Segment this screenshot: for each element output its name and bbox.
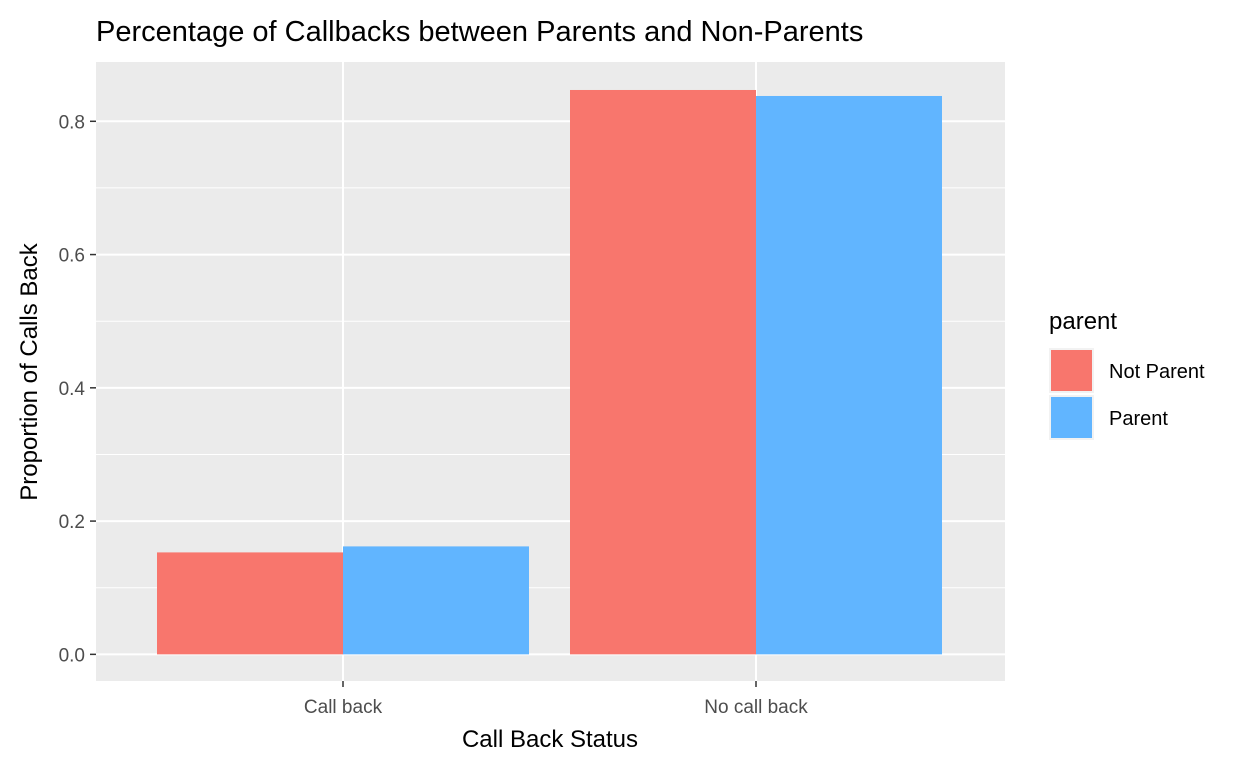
legend-swatch — [1051, 350, 1092, 391]
x-tick-label: Call back — [304, 697, 383, 718]
y-tick-label: 0.0 — [59, 645, 85, 666]
y-tick-label: 0.2 — [59, 512, 85, 533]
bar — [570, 89, 756, 655]
x-axis-title: Call Back Status — [462, 726, 638, 753]
bars — [157, 89, 942, 655]
legend-title: parent — [1049, 308, 1117, 335]
legend-label: Not Parent — [1109, 361, 1205, 383]
legend-label: Parent — [1109, 408, 1168, 430]
y-tick-label: 0.6 — [59, 246, 85, 267]
bar — [157, 552, 343, 655]
chart-title: Percentage of Callbacks between Parents … — [96, 16, 863, 48]
bar — [756, 95, 942, 655]
x-tick-label: No call back — [704, 697, 808, 718]
legend: parent Not Parent Parent — [1049, 308, 1205, 440]
bar — [343, 546, 529, 655]
y-axis: 0.0 0.2 0.4 0.6 0.8 — [59, 112, 96, 666]
y-tick-label: 0.4 — [59, 379, 86, 400]
y-tick-label: 0.8 — [59, 112, 85, 133]
legend-swatch — [1051, 397, 1092, 438]
x-axis: Call back No call back — [304, 681, 808, 718]
y-axis-title: Proportion of Calls Back — [16, 242, 43, 500]
